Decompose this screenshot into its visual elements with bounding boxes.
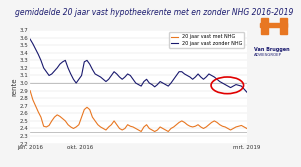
Y-axis label: rente: rente — [11, 78, 17, 96]
FancyArrow shape — [280, 18, 287, 34]
Text: Van Bruggen: Van Bruggen — [254, 47, 290, 52]
FancyArrow shape — [261, 18, 268, 34]
Text: gemiddelde 20 jaar vast hypotheekrente met en zonder NHG 2016-2019: gemiddelde 20 jaar vast hypotheekrente m… — [15, 8, 293, 17]
Bar — [260, 23, 287, 27]
Legend: 20 jaar vast met NHG, 20 jaar vast zonder NHG: 20 jaar vast met NHG, 20 jaar vast zonde… — [169, 33, 244, 48]
Text: ADVIESGROEP: ADVIESGROEP — [254, 53, 282, 57]
